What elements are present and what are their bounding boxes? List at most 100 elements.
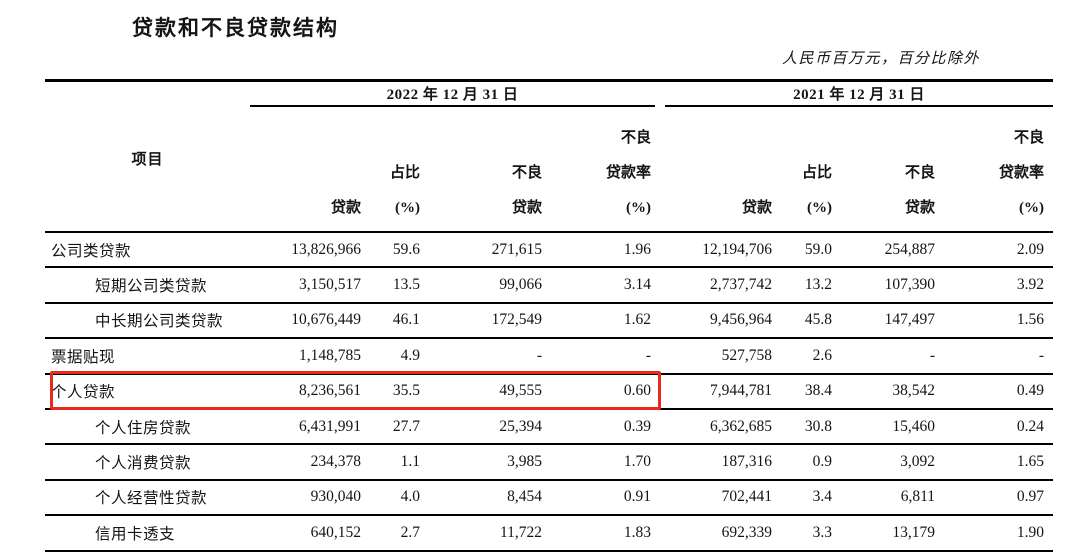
cell-loans-2021: 20,667,245 xyxy=(660,551,781,556)
cell-share-2021: 0.9 xyxy=(781,444,842,481)
cell-npl-ratio-2022: 1.96 xyxy=(551,232,661,269)
cell-loans-2022: 3,150,517 xyxy=(250,267,370,304)
cell-npl-2022: 49,555 xyxy=(429,373,551,410)
cell-share-2021: 45.8 xyxy=(781,302,842,340)
cell-loans-2022: 8,236,561 xyxy=(250,373,370,410)
cell-share-2022: 46.1 xyxy=(370,302,429,340)
table-row-personal-consumption-loans: 个人消费贷款 234,378 1.1 3,985 1.70 187,316 0.… xyxy=(45,444,1054,481)
cell-share-2022: 4.9 xyxy=(370,338,429,375)
row-label: 中长期公司类贷款 xyxy=(45,302,250,340)
cell-share-2022: 2.7 xyxy=(370,515,429,552)
cell-share-2022: 27.7 xyxy=(370,408,429,446)
col-header-loans-2021: 贷款 xyxy=(660,107,782,233)
table-row-credit-card-overdrafts: 信用卡透支 640,152 2.7 11,722 1.83 692,339 3.… xyxy=(45,515,1054,552)
cell-loans-2022: 640,152 xyxy=(250,515,370,552)
cell-npl-2021: 13,179 xyxy=(841,515,945,552)
cell-npl-2021: 6,811 xyxy=(841,479,945,517)
cell-loans-2021: 2,737,742 xyxy=(660,267,782,304)
col-header-npl-2021: 不良 贷款 xyxy=(841,107,945,233)
cell-share-2022: 1.1 xyxy=(370,444,429,481)
cell-npl-ratio-2022: 1.70 xyxy=(551,444,661,481)
cell-npl-ratio-2022: 0.39 xyxy=(551,408,661,446)
cell-npl-ratio-2021: 1.65 xyxy=(944,444,1054,481)
row-label: 个人经营性贷款 xyxy=(45,479,250,517)
cell-share-2022: 4.0 xyxy=(370,479,429,517)
cell-npl-ratio-2022: 1.62 xyxy=(551,302,661,340)
table-row-corporate-loans: 公司类贷款 13,826,966 59.6 271,615 1.96 12,19… xyxy=(45,232,1054,269)
cell-npl-ratio-2022: 0.60 xyxy=(551,373,661,410)
cell-npl-2022: 321,170 xyxy=(429,551,551,556)
column-header-row: 项目 贷款 占比 (%) 不良 贷款 不良 贷款率 (%) 贷款 占比 (%) … xyxy=(45,107,1054,233)
cell-npl-ratio-2021: 1.42 xyxy=(944,551,1053,556)
col-header-share-2022: 占比 (%) xyxy=(370,107,429,233)
cell-npl-ratio-2021: 1.56 xyxy=(944,302,1054,340)
cell-npl-ratio-2021: 2.09 xyxy=(944,232,1054,269)
page-title: 贷款和不良贷款结构 xyxy=(132,16,339,40)
cell-share-2022: 35.5 xyxy=(370,373,429,410)
cell-npl-2022: 8,454 xyxy=(429,479,551,517)
cell-loans-2021: 6,362,685 xyxy=(660,408,782,446)
cell-npl-ratio-2021: 3.92 xyxy=(944,267,1054,304)
row-label: 个人住房贷款 xyxy=(45,408,250,446)
cell-npl-2022: 271,615 xyxy=(429,232,551,269)
cell-loans-2021: 702,441 xyxy=(660,479,782,517)
blank-corner-cell xyxy=(45,81,250,108)
cell-share-2022: 100.0 xyxy=(370,551,429,556)
cell-npl-ratio-2022: 1.83 xyxy=(551,515,661,552)
cell-npl-ratio-2022: - xyxy=(551,338,661,375)
cell-npl-ratio-2021: 0.97 xyxy=(944,479,1054,517)
cell-share-2021: 59.0 xyxy=(781,232,842,269)
loan-structure-table: 2022 年 12 月 31 日 2021 年 12 月 31 日 项目 贷款 … xyxy=(45,79,1054,556)
cell-share-2022: 59.6 xyxy=(370,232,429,269)
cell-share-2021: 3.3 xyxy=(781,515,842,552)
cell-share-2021: 2.6 xyxy=(781,338,842,375)
cell-loans-2022: 6,431,991 xyxy=(250,408,370,446)
cell-npl-ratio-2022: 1.38 xyxy=(551,551,660,556)
table-row-total: 合计 23,212,312 100.0 321,170 1.38 20,667,… xyxy=(45,551,1053,556)
cell-loans-2021: 527,758 xyxy=(660,338,782,375)
cell-loans-2021: 7,944,781 xyxy=(660,373,782,410)
cell-npl-2021: 3,092 xyxy=(841,444,945,481)
date-label-2021: 2021 年 12 月 31 日 xyxy=(665,82,1054,107)
cell-npl-ratio-2022: 0.91 xyxy=(551,479,661,517)
cell-npl-2022: 11,722 xyxy=(429,515,551,552)
row-label: 票据贴现 xyxy=(45,338,250,375)
cell-npl-2022: - xyxy=(429,338,551,375)
cell-loans-2022: 13,826,966 xyxy=(250,232,370,269)
cell-npl-2021: - xyxy=(841,338,945,375)
cell-npl-2022: 99,066 xyxy=(429,267,551,304)
cell-loans-2022: 234,378 xyxy=(250,444,370,481)
cell-loans-2021: 692,339 xyxy=(660,515,782,552)
cell-share-2021: 30.8 xyxy=(781,408,842,446)
row-label: 个人贷款 xyxy=(45,373,250,410)
date-header-2022: 2022 年 12 月 31 日 xyxy=(250,81,660,107)
cell-npl-2021: 293,429 xyxy=(841,551,944,556)
col-header-npl-ratio-2022: 不良 贷款率 (%) xyxy=(551,107,661,233)
cell-npl-2021: 107,390 xyxy=(841,267,945,304)
row-label: 合计 xyxy=(45,551,250,556)
cell-npl-2021: 38,542 xyxy=(841,373,945,410)
cell-share-2022: 13.5 xyxy=(370,267,429,304)
table-row-personal-housing-loans: 个人住房贷款 6,431,991 27.7 25,394 0.39 6,362,… xyxy=(45,408,1054,446)
col-header-share-2021: 占比 (%) xyxy=(781,107,842,233)
cell-npl-ratio-2021: 0.49 xyxy=(944,373,1054,410)
table-row-short-term-corporate: 短期公司类贷款 3,150,517 13.5 99,066 3.14 2,737… xyxy=(45,267,1054,304)
cell-npl-2022: 3,985 xyxy=(429,444,551,481)
cell-loans-2022: 1,148,785 xyxy=(250,338,370,375)
cell-npl-ratio-2021: 0.24 xyxy=(944,408,1054,446)
cell-npl-ratio-2022: 3.14 xyxy=(551,267,661,304)
row-label: 个人消费贷款 xyxy=(45,444,250,481)
cell-npl-2021: 254,887 xyxy=(841,232,945,269)
table-row-personal-business-loans: 个人经营性贷款 930,040 4.0 8,454 0.91 702,441 3… xyxy=(45,479,1054,517)
row-label: 信用卡透支 xyxy=(45,515,250,552)
cell-npl-2021: 147,497 xyxy=(841,302,945,340)
cell-loans-2021: 9,456,964 xyxy=(660,302,782,340)
date-header-row: 2022 年 12 月 31 日 2021 年 12 月 31 日 xyxy=(45,81,1054,108)
unit-note: 人民币百万元，百分比除外 xyxy=(781,51,980,67)
cell-npl-ratio-2021: - xyxy=(944,338,1054,375)
cell-share-2021: 100.0 xyxy=(781,551,841,556)
table-row-discounted-bills: 票据贴现 1,148,785 4.9 - - 527,758 2.6 - - xyxy=(45,338,1054,375)
table-row-medium-long-term-corporate: 中长期公司类贷款 10,676,449 46.1 172,549 1.62 9,… xyxy=(45,302,1054,340)
item-column-header: 项目 xyxy=(45,107,250,233)
